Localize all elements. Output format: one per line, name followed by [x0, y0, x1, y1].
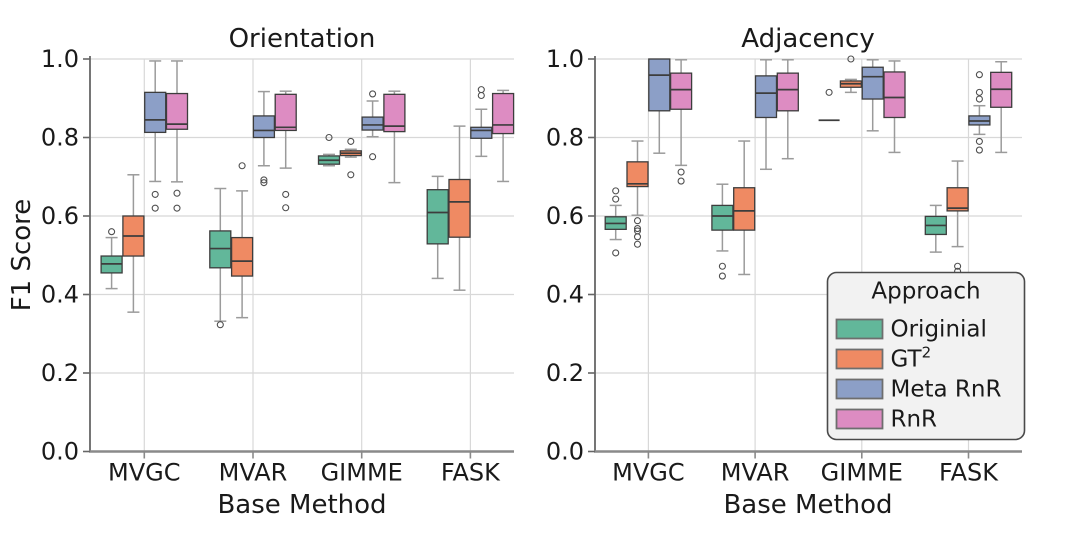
box-meta-rnr	[361, 116, 384, 131]
outlier-point	[633, 240, 642, 248]
y-tick-label: 0.6	[546, 202, 584, 230]
box-meta-rnr	[754, 75, 778, 119]
outlier-point	[677, 168, 685, 176]
outlier-point	[847, 55, 855, 63]
outlier-point	[975, 88, 983, 96]
x-tick-label: FASK	[939, 459, 999, 487]
outlier-point	[612, 187, 620, 195]
outlier-point	[477, 91, 485, 100]
box-meta-rnr	[648, 58, 671, 112]
box-rnr	[274, 93, 297, 132]
outlier-point	[975, 137, 983, 145]
outlier-point	[477, 86, 485, 94]
y-axis-label: F1 Score	[7, 199, 37, 312]
box-rnr	[883, 71, 906, 119]
x-tick-label: GIMME	[321, 459, 403, 487]
legend-title: Approach	[871, 279, 980, 305]
outlier-point	[173, 189, 181, 197]
outlier-point	[282, 204, 290, 212]
y-tick-label: 0.2	[41, 359, 79, 387]
outlier-point	[216, 321, 224, 329]
outlier-point	[260, 179, 268, 187]
legend-swatch-gt2	[835, 348, 884, 370]
box-rnr	[383, 93, 406, 133]
box-meta-rnr	[144, 91, 167, 134]
legend-label-gt2: GT2	[891, 344, 932, 373]
box-gt2	[733, 187, 756, 231]
outlier-point	[325, 133, 333, 142]
y-tick-label: 0.0	[41, 438, 79, 466]
x-axis-label: Base Method	[723, 490, 892, 520]
legend-swatch-rnr	[835, 408, 884, 430]
outlier-point	[369, 153, 377, 161]
y-tick-label: 0.4	[41, 281, 79, 309]
y-tick-label: 1.0	[41, 45, 79, 73]
outlier-point	[108, 228, 116, 236]
panel-title: Orientation	[229, 24, 376, 54]
y-tick-label: 0.6	[41, 202, 79, 230]
legend-label-meta-rnr: Meta RnR	[891, 377, 1002, 403]
outlier-point	[260, 176, 268, 184]
outlier-point	[633, 225, 642, 233]
x-tick-label: MVGC	[108, 459, 180, 487]
legend-swatch-originial	[835, 318, 884, 340]
y-tick-label: 0.8	[41, 124, 79, 152]
y-tick-label: 1.0	[546, 45, 584, 73]
outlier-point	[633, 233, 642, 241]
legend-label-rnr: RnR	[891, 407, 938, 433]
x-tick-label: GIMME	[821, 459, 903, 487]
box-rnr	[776, 72, 799, 112]
outlier-point	[975, 95, 983, 103]
x-tick-label: MVAR	[219, 459, 288, 487]
box-meta-rnr	[470, 126, 493, 139]
box-gt2	[946, 187, 969, 212]
legend-label-originial: Originial	[891, 317, 987, 343]
outlier-point	[677, 177, 685, 185]
outlier-point	[718, 262, 726, 270]
outlier-point	[282, 190, 290, 198]
outlier-point	[975, 71, 983, 79]
outlier-point	[151, 190, 159, 198]
outlier-point	[718, 272, 726, 280]
y-tick-label: 0.4	[546, 281, 584, 309]
y-tick-label: 0.8	[546, 124, 584, 152]
x-tick-label: MVGC	[612, 459, 684, 487]
outlier-point	[347, 171, 355, 179]
box-meta-rnr	[252, 115, 276, 139]
panel-title: Adjacency	[741, 24, 874, 54]
x-tick-label: MVAR	[721, 459, 790, 487]
outlier-point	[633, 217, 642, 225]
outlier-point	[975, 146, 983, 154]
box-gt2	[626, 161, 649, 188]
box-originial	[711, 204, 734, 231]
outlier-point	[369, 90, 377, 98]
box-meta-rnr	[861, 66, 884, 100]
box-rnr	[165, 92, 189, 130]
box-rnr	[669, 72, 693, 110]
outlier-point	[151, 204, 159, 212]
box-rnr	[491, 92, 515, 135]
outlier-point	[825, 88, 833, 96]
outlier-point	[612, 249, 620, 257]
box-originial	[426, 189, 449, 245]
legend-swatch-meta-rnr	[835, 378, 884, 400]
outlier-point	[238, 162, 246, 170]
outlier-point	[347, 137, 355, 145]
box-gt2	[448, 178, 471, 238]
outlier-point	[954, 262, 962, 270]
y-tick-label: 0.2	[546, 359, 584, 387]
y-tick-label: 0.0	[546, 438, 584, 466]
outlier-point	[173, 204, 181, 212]
outlier-point	[612, 195, 620, 203]
box-gt2	[230, 236, 254, 277]
x-tick-label: FASK	[441, 459, 501, 487]
x-axis-label: Base Method	[217, 490, 386, 520]
